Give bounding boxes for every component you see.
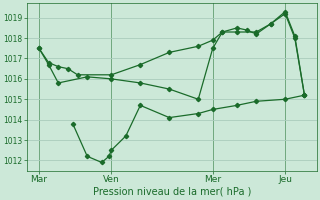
X-axis label: Pression niveau de la mer( hPa ): Pression niveau de la mer( hPa )	[92, 187, 251, 197]
